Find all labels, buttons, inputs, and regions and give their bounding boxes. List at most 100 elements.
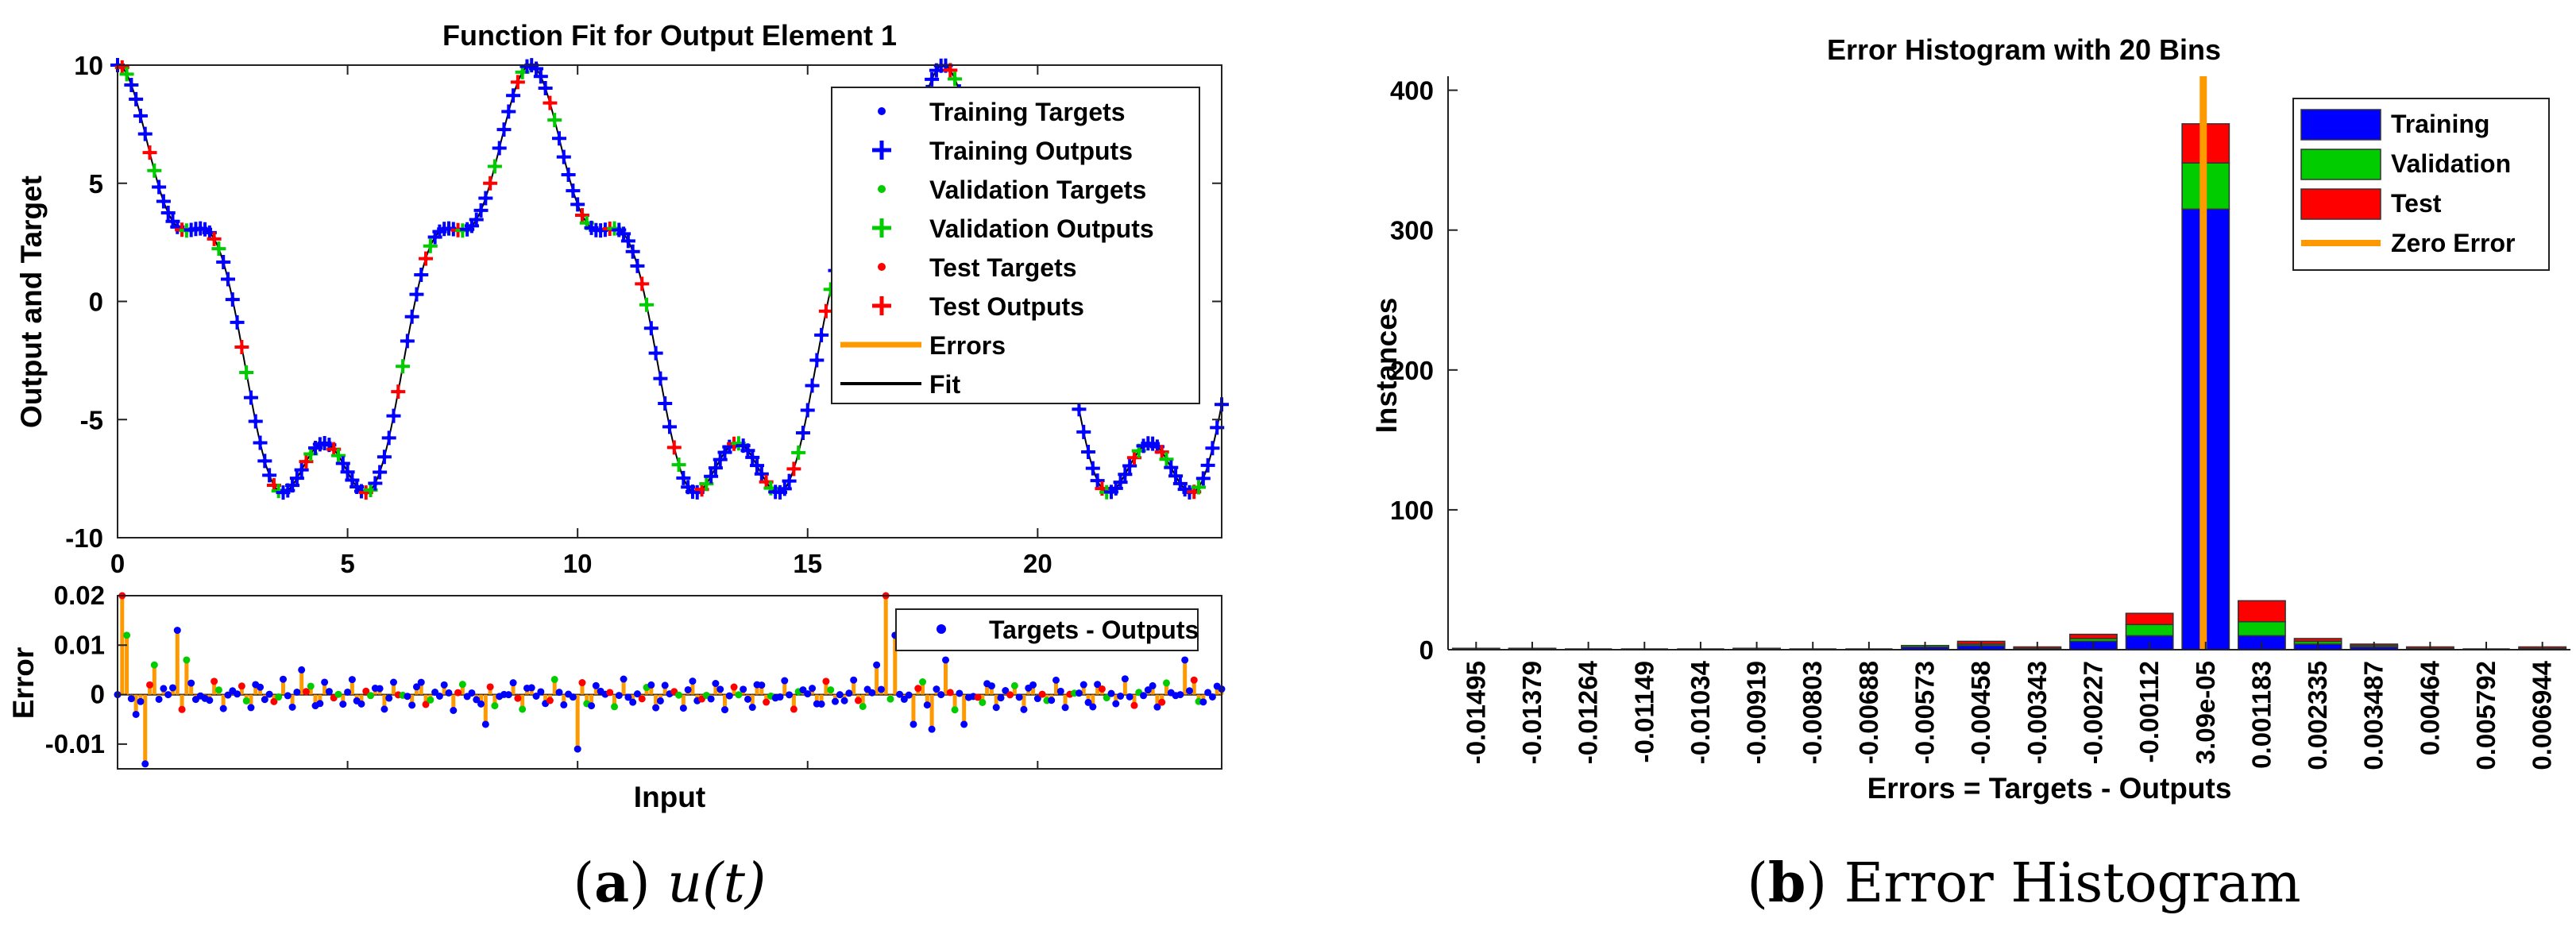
error-point bbox=[832, 697, 839, 705]
error-point bbox=[417, 678, 425, 686]
error-point bbox=[1079, 681, 1087, 689]
error-point bbox=[187, 679, 195, 687]
target-marker bbox=[335, 453, 342, 458]
target-marker bbox=[142, 131, 148, 137]
error-point bbox=[550, 675, 558, 683]
error-point bbox=[1199, 698, 1207, 706]
target-marker bbox=[643, 302, 650, 307]
target-marker bbox=[727, 444, 732, 450]
target-marker bbox=[202, 226, 208, 232]
error-point bbox=[555, 689, 563, 697]
error-point bbox=[569, 693, 577, 701]
y-tick-label: -0.01 bbox=[45, 729, 105, 759]
target-marker bbox=[1154, 444, 1161, 450]
target-marker bbox=[423, 256, 429, 261]
target-marker bbox=[635, 263, 640, 269]
error-point bbox=[234, 690, 241, 698]
target-marker bbox=[404, 338, 411, 344]
target-marker bbox=[515, 79, 521, 85]
error-point bbox=[210, 677, 218, 685]
legend-label: Training bbox=[2391, 110, 2489, 138]
target-marker bbox=[156, 184, 162, 190]
x-tick-label: 0.005792 bbox=[2471, 661, 2501, 770]
target-marker bbox=[561, 154, 566, 160]
y-tick-label: 0 bbox=[1419, 635, 1434, 665]
error-point bbox=[1084, 698, 1092, 706]
target-marker bbox=[1099, 485, 1105, 492]
target-marker bbox=[566, 172, 571, 178]
error-point bbox=[629, 698, 637, 706]
error-point bbox=[1048, 697, 1056, 704]
error-point bbox=[514, 694, 522, 702]
error-point bbox=[840, 697, 848, 704]
error-point bbox=[1158, 698, 1166, 706]
target-marker bbox=[147, 149, 153, 156]
error-point bbox=[707, 695, 715, 703]
target-marker bbox=[823, 308, 829, 314]
hist-bar-test bbox=[2069, 633, 2118, 639]
error-point bbox=[288, 703, 296, 711]
target-marker bbox=[1159, 449, 1164, 455]
error-point bbox=[790, 705, 798, 713]
target-marker bbox=[1131, 455, 1137, 461]
error-y-axis-label: Error bbox=[7, 647, 40, 719]
target-marker bbox=[1136, 448, 1141, 454]
error-point bbox=[1121, 675, 1129, 683]
hist-bar-test bbox=[2125, 612, 2174, 626]
target-marker bbox=[814, 357, 820, 363]
error-point bbox=[1185, 687, 1193, 695]
error-point bbox=[293, 688, 301, 696]
error-point bbox=[302, 688, 310, 696]
target-marker bbox=[616, 227, 622, 233]
target-marker bbox=[1126, 463, 1133, 469]
error-point bbox=[257, 683, 265, 691]
x-tick-label: -0.00919 bbox=[1742, 661, 1771, 764]
error-point bbox=[334, 690, 342, 698]
error-point bbox=[956, 689, 964, 697]
hist-y-axis-label: Instances bbox=[1370, 298, 1403, 434]
error-point bbox=[183, 656, 191, 664]
target-marker bbox=[414, 291, 419, 297]
target-marker bbox=[427, 243, 434, 249]
fit-legend: Training Targets Training Outputs Validati… bbox=[831, 87, 1200, 404]
target-marker bbox=[630, 249, 635, 254]
error-point bbox=[265, 690, 273, 698]
target-marker bbox=[786, 478, 792, 484]
error-point bbox=[914, 685, 922, 693]
x-tick-label: 0.006944 bbox=[2528, 660, 2557, 770]
target-marker bbox=[303, 458, 309, 465]
x-tick-label: -0.00343 bbox=[2022, 661, 2052, 764]
error-point bbox=[284, 692, 292, 700]
error-point bbox=[219, 704, 227, 712]
legend-label: Test Targets bbox=[929, 253, 1077, 282]
error-point bbox=[748, 704, 756, 712]
error-point bbox=[316, 700, 324, 708]
error-point bbox=[348, 676, 356, 684]
error-point bbox=[473, 696, 481, 704]
error-point bbox=[578, 679, 586, 687]
target-marker bbox=[1113, 485, 1118, 492]
target-marker bbox=[666, 424, 673, 430]
error-point bbox=[1126, 693, 1134, 701]
error-point bbox=[763, 698, 770, 706]
x-tick-label: 0.003487 bbox=[2359, 661, 2389, 770]
error-point bbox=[987, 682, 995, 690]
target-marker bbox=[768, 485, 774, 491]
target-marker bbox=[662, 400, 668, 407]
error-point bbox=[214, 686, 222, 694]
error-point bbox=[1140, 692, 1148, 700]
error-point bbox=[721, 706, 728, 714]
error-point bbox=[946, 689, 954, 697]
target-marker bbox=[818, 332, 825, 338]
target-marker bbox=[1095, 477, 1100, 484]
error-point bbox=[606, 689, 614, 697]
target-marker bbox=[809, 383, 815, 388]
target-marker bbox=[350, 477, 355, 483]
error-legend-marker bbox=[937, 624, 946, 634]
error-point bbox=[132, 710, 140, 718]
target-marker bbox=[681, 475, 686, 481]
target-marker bbox=[381, 454, 388, 460]
error-point bbox=[827, 686, 835, 694]
x-tick-label: 5 bbox=[340, 549, 354, 578]
target-marker bbox=[243, 369, 249, 376]
